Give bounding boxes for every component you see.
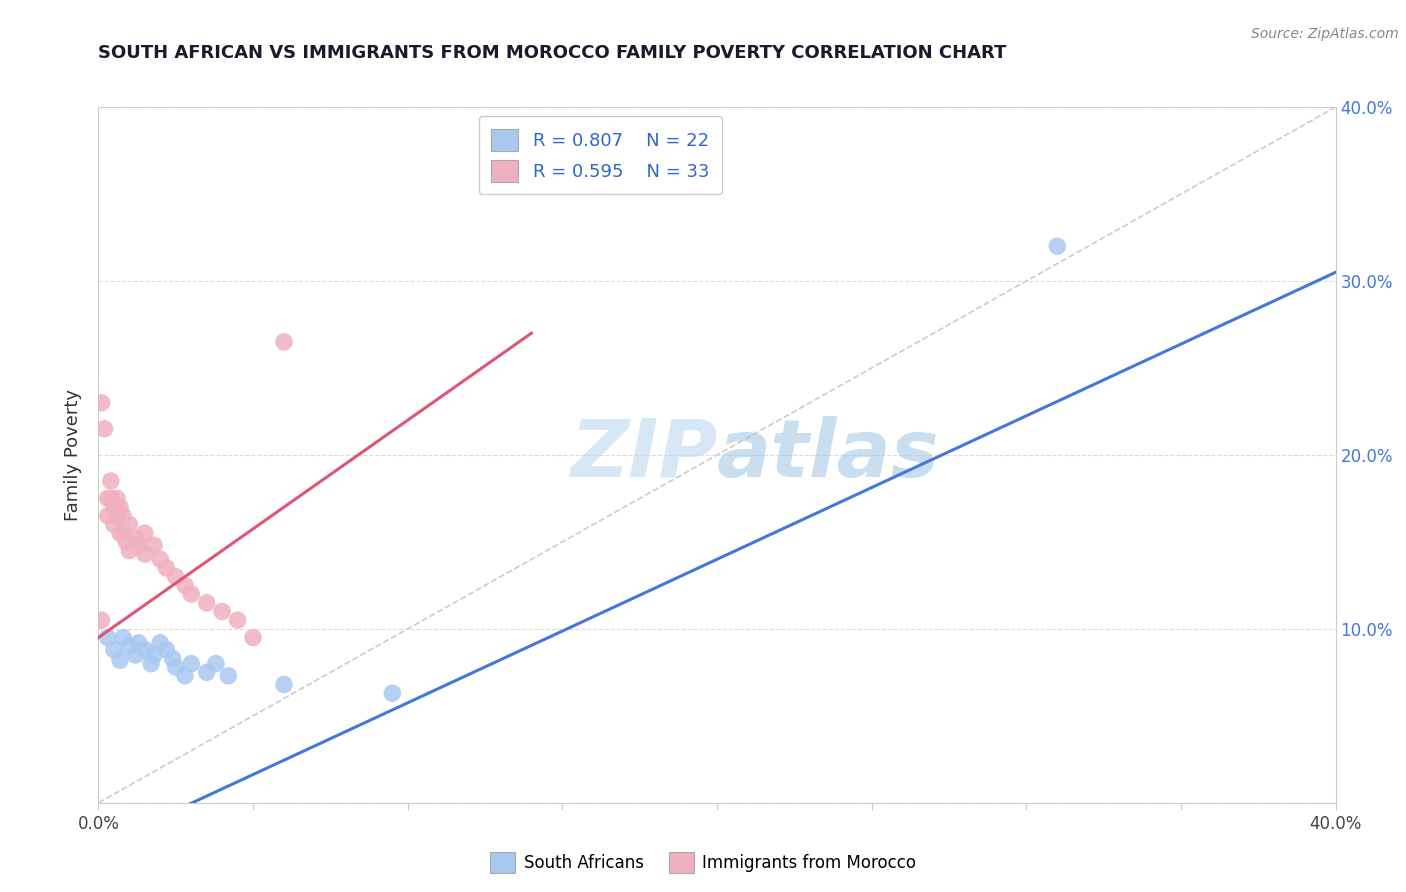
Point [103, 500, 125, 514]
Point [180, 587, 202, 601]
Point [180, 657, 202, 671]
Point [108, 653, 131, 667]
Point [112, 526, 135, 541]
Point [118, 543, 141, 558]
Point [155, 642, 177, 657]
Point [134, 526, 156, 541]
Point [105, 508, 128, 523]
Point [143, 538, 166, 552]
Point [165, 660, 187, 674]
Point [93, 422, 115, 436]
Point [100, 491, 122, 506]
Point [90, 396, 112, 410]
Point [105, 491, 128, 506]
Legend: South Africans, Immigrants from Morocco: South Africans, Immigrants from Morocco [484, 846, 922, 880]
Point [205, 657, 228, 671]
Point [97, 508, 120, 523]
Point [108, 526, 131, 541]
Point [128, 538, 150, 552]
Point [100, 474, 122, 488]
Point [97, 491, 120, 506]
Point [174, 669, 197, 683]
Point [124, 648, 146, 662]
Point [128, 636, 150, 650]
Point [273, 334, 295, 349]
Text: ZIP: ZIP [569, 416, 717, 494]
Point [134, 547, 156, 561]
Point [149, 552, 172, 566]
Point [155, 561, 177, 575]
Text: Source: ZipAtlas.com: Source: ZipAtlas.com [1251, 27, 1399, 41]
Point [217, 669, 239, 683]
Point [115, 534, 138, 549]
Point [103, 517, 125, 532]
Point [381, 686, 404, 700]
Legend: R = 0.807    N = 22, R = 0.595    N = 33: R = 0.807 N = 22, R = 0.595 N = 33 [478, 116, 721, 194]
Text: SOUTH AFRICAN VS IMMIGRANTS FROM MOROCCO FAMILY POVERTY CORRELATION CHART: SOUTH AFRICAN VS IMMIGRANTS FROM MOROCCO… [98, 45, 1007, 62]
Point [242, 631, 264, 645]
Point [139, 657, 162, 671]
Point [211, 605, 233, 619]
Point [273, 677, 295, 691]
Text: atlas: atlas [717, 416, 939, 494]
Point [134, 642, 156, 657]
Point [118, 517, 141, 532]
Point [112, 508, 135, 523]
Point [1046, 239, 1069, 253]
Point [195, 665, 218, 680]
Point [149, 636, 172, 650]
Y-axis label: Family Poverty: Family Poverty [65, 389, 83, 521]
Point [226, 613, 249, 627]
Point [103, 642, 125, 657]
Point [143, 648, 166, 662]
Point [124, 532, 146, 546]
Point [195, 596, 218, 610]
Point [112, 631, 135, 645]
Point [165, 570, 187, 584]
Point [108, 500, 131, 514]
Point [162, 651, 184, 665]
Point [174, 578, 197, 592]
Point [118, 639, 141, 653]
Point [90, 613, 112, 627]
Point [97, 631, 120, 645]
